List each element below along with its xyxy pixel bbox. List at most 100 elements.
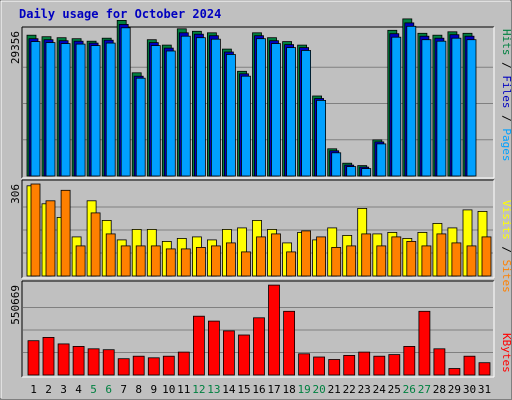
bar-kbytes-day-19 [298, 353, 311, 376]
x-tick-day-6: 6 [105, 383, 112, 396]
y-max-label-kbytes: 550669 [9, 285, 22, 325]
bar-pages-day-17 [271, 43, 281, 177]
legend-part: Hits [500, 29, 512, 56]
legend-part: / [500, 240, 512, 260]
x-tick-day-21: 21 [328, 383, 341, 396]
bar-kbytes-day-27 [418, 310, 431, 376]
bar-sites-day-7 [120, 245, 131, 277]
bar-pages-day-14 [225, 54, 236, 177]
bar-sites-day-20 [316, 236, 327, 277]
bar-sites-day-4 [75, 245, 86, 277]
bar-kbytes-day-22 [343, 354, 356, 376]
bar-kbytes-day-23 [358, 351, 371, 376]
bar-kbytes-day-6 [102, 349, 115, 376]
legend-part: / [500, 56, 512, 76]
bar-pages-day-26 [406, 25, 417, 177]
legend-label-kbytes: KBytes [500, 333, 512, 373]
bar-kbytes-day-10 [162, 355, 175, 376]
legend-part: Pages [500, 128, 512, 161]
bar-sites-day-5 [90, 212, 101, 277]
bar-sites-day-16 [256, 236, 266, 277]
bar-pages-day-12 [195, 37, 206, 177]
bar-kbytes-day-21 [328, 359, 341, 376]
x-tick-day-11: 11 [177, 383, 190, 396]
x-tick-day-28: 28 [433, 383, 446, 396]
x-tick-day-8: 8 [135, 383, 142, 396]
x-tick-day-16: 16 [252, 383, 265, 396]
bar-kbytes-day-7 [117, 358, 130, 376]
bar-sites-day-24 [376, 245, 387, 277]
bar-kbytes-day-26 [403, 345, 416, 376]
bar-kbytes-day-3 [57, 343, 70, 376]
x-tick-day-2: 2 [45, 383, 52, 396]
bar-sites-day-19 [301, 230, 312, 277]
bar-pages-day-18 [286, 47, 297, 177]
x-tick-day-9: 9 [150, 383, 157, 396]
bar-sites-day-31 [481, 236, 492, 277]
bar-pages-day-13 [210, 38, 221, 177]
x-tick-day-7: 7 [120, 383, 127, 396]
bar-sites-day-6 [105, 233, 116, 277]
bar-kbytes-day-15 [238, 334, 250, 376]
legend-part: Files [500, 75, 512, 108]
panel-hits: 29356 Hits / Files / Pages [9, 18, 512, 179]
x-tick-day-29: 29 [448, 383, 461, 396]
bar-sites-day-21 [331, 246, 342, 277]
x-tick-day-15: 15 [237, 383, 250, 396]
bar-kbytes-day-18 [283, 310, 296, 376]
bar-pages-day-25 [391, 36, 402, 177]
bar-kbytes-day-4 [72, 345, 85, 376]
bar-kbytes-day-13 [207, 320, 220, 376]
x-tick-day-14: 14 [222, 383, 236, 396]
bar-pages-day-22 [346, 166, 357, 177]
bar-kbytes-day-30 [463, 355, 476, 376]
x-tick-day-17: 17 [267, 383, 280, 396]
bar-pages-day-4 [75, 43, 86, 177]
bar-sites-day-26 [406, 240, 417, 277]
bar-kbytes-day-28 [433, 348, 446, 376]
bar-kbytes-day-9 [147, 357, 160, 376]
bar-pages-day-10 [165, 50, 176, 177]
x-tick-day-25: 25 [388, 383, 401, 396]
bar-sites-day-27 [421, 245, 432, 277]
bar-pages-day-6 [105, 42, 116, 177]
bar-pages-day-7 [120, 27, 131, 177]
bar-kbytes-day-17 [268, 284, 280, 376]
bar-kbytes-day-29 [448, 368, 461, 376]
bar-kbytes-day-24 [373, 355, 386, 376]
legend-label-hits: Hits / Files / Pages [500, 29, 512, 162]
bar-sites-day-1 [30, 183, 41, 277]
bar-sites-day-22 [346, 245, 357, 277]
bar-pages-day-20 [316, 100, 327, 177]
bar-pages-day-5 [90, 45, 101, 177]
bar-pages-day-27 [421, 39, 432, 177]
bar-pages-day-9 [150, 45, 161, 177]
bar-pages-day-21 [331, 152, 342, 177]
x-tick-day-1: 1 [30, 383, 37, 396]
bar-kbytes-day-31 [478, 362, 491, 376]
bar-pages-day-23 [361, 168, 372, 177]
legend-part: KBytes [500, 333, 512, 373]
x-tick-day-23: 23 [358, 383, 371, 396]
panel-kbytes: 550669 KBytes [9, 280, 512, 378]
bar-kbytes-day-5 [87, 348, 100, 376]
bar-pages-day-8 [135, 77, 146, 177]
bar-sites-day-10 [165, 248, 176, 277]
bar-sites-day-18 [286, 251, 297, 277]
x-tick-day-19: 19 [297, 383, 310, 396]
bar-sites-day-30 [466, 245, 477, 277]
y-max-label-visits: 306 [9, 184, 22, 204]
y-max-label-hits: 29356 [9, 31, 22, 64]
bar-sites-day-12 [195, 246, 206, 277]
bar-kbytes-day-20 [313, 356, 326, 376]
chart-title: Daily usage for October 2024 [19, 7, 221, 21]
legend-part: Sites [500, 260, 512, 293]
legend-part: / [500, 109, 512, 129]
bar-pages-day-3 [60, 43, 71, 177]
panel-visits: 306 Visits / Sites [9, 179, 512, 293]
x-tick-day-4: 4 [75, 383, 82, 396]
bar-kbytes-day-8 [132, 355, 145, 376]
bar-pages-day-28 [436, 40, 447, 177]
x-tick-day-31: 31 [478, 383, 491, 396]
bar-kbytes-day-14 [222, 330, 235, 376]
